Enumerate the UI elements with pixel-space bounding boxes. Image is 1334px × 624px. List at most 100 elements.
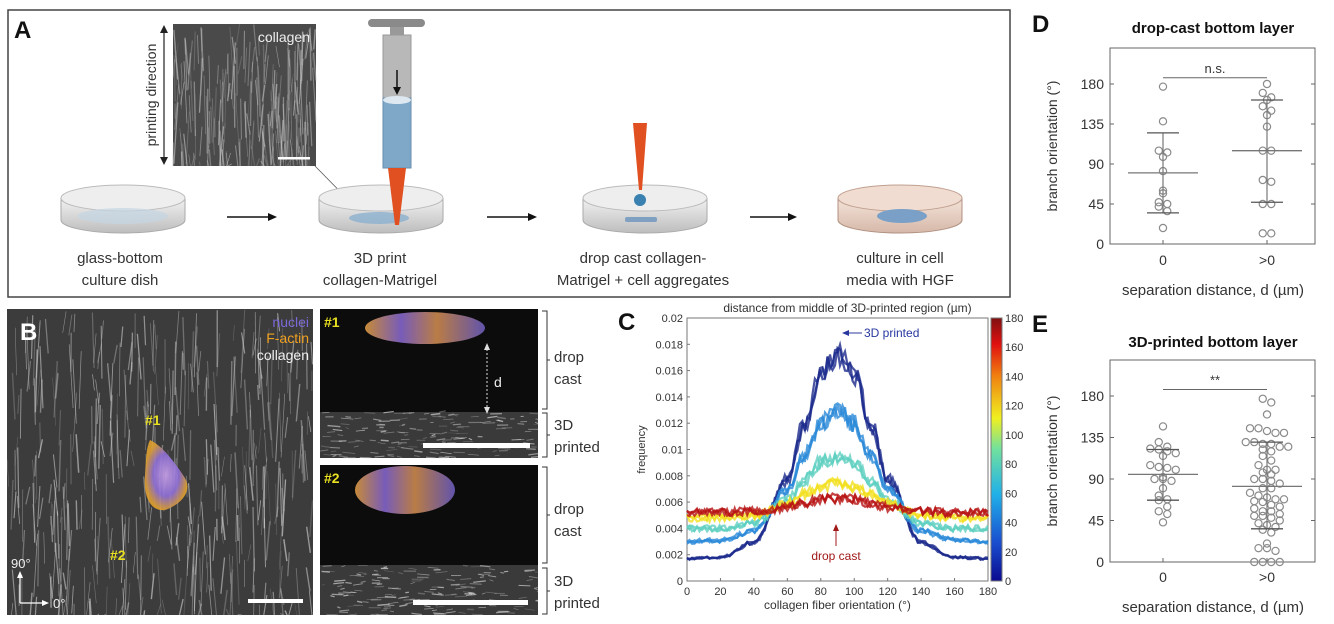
fiber xyxy=(125,602,130,616)
fiber xyxy=(281,479,287,537)
fiber xyxy=(145,401,148,440)
fiber xyxy=(73,313,76,332)
fiber xyxy=(44,318,49,354)
fiber xyxy=(175,536,181,561)
series-line-80 xyxy=(686,449,989,534)
fiber xyxy=(513,608,519,610)
data-point xyxy=(1267,229,1276,238)
fiber xyxy=(304,32,308,60)
fiber xyxy=(345,427,350,430)
data-point xyxy=(1258,88,1267,98)
fiber xyxy=(208,149,212,167)
fiber xyxy=(320,449,329,452)
fiber xyxy=(533,587,538,591)
fiber xyxy=(190,80,194,121)
fiber xyxy=(107,516,111,579)
fiber xyxy=(247,41,251,87)
fiber xyxy=(261,131,266,148)
fiber xyxy=(296,349,299,380)
fiber xyxy=(305,34,310,59)
series-line-40 xyxy=(686,402,989,545)
colorbar-tick-label: 60 xyxy=(1005,488,1017,500)
fiber xyxy=(353,583,363,586)
fiber xyxy=(272,591,276,616)
collagen-inset-label: collagen xyxy=(258,29,310,45)
fiber xyxy=(310,52,314,69)
axis-0-label: 0° xyxy=(53,596,65,611)
y-tick-label: 0 xyxy=(677,576,683,588)
fiber xyxy=(262,466,264,490)
fiber xyxy=(341,417,354,420)
fiber xyxy=(66,500,69,560)
fiber xyxy=(339,609,350,612)
data-point xyxy=(1154,507,1163,516)
fiber xyxy=(182,143,185,167)
fiber xyxy=(298,425,303,469)
fiber xyxy=(272,83,278,123)
chart-title: drop-cast bottom layer xyxy=(1132,20,1295,37)
fiber xyxy=(135,516,139,580)
x-tick-label: >0 xyxy=(1259,252,1275,268)
fiber xyxy=(424,608,434,610)
fiber xyxy=(467,454,479,456)
fiber xyxy=(48,484,52,504)
fiber xyxy=(295,568,300,616)
fiber xyxy=(17,447,20,508)
fiber xyxy=(13,491,17,519)
fiber xyxy=(58,410,62,446)
fiber xyxy=(388,587,401,590)
fiber xyxy=(63,595,67,616)
svg-text:media with HGF: media with HGF xyxy=(846,272,954,289)
fiber xyxy=(39,497,44,520)
plot-area xyxy=(686,317,989,582)
fiber xyxy=(207,127,209,167)
fiber xyxy=(276,96,279,144)
fiber xyxy=(290,340,295,373)
fiber xyxy=(296,99,299,123)
data-point xyxy=(1254,424,1263,433)
fiber xyxy=(308,416,312,433)
fiber xyxy=(253,24,258,62)
data-point xyxy=(1262,543,1272,553)
x-tick-label: 0 xyxy=(1159,252,1167,268)
fiber xyxy=(258,359,263,379)
fiber xyxy=(274,506,279,525)
fiber xyxy=(247,78,252,119)
dish-icon xyxy=(837,184,963,234)
fiber xyxy=(190,542,196,597)
fiber xyxy=(526,447,536,450)
fiber xyxy=(288,372,291,402)
fiber xyxy=(285,107,290,161)
fiber xyxy=(187,516,192,535)
fiber xyxy=(239,496,243,555)
fiber xyxy=(255,465,259,526)
fiber xyxy=(206,160,210,167)
plot-area xyxy=(1109,359,1316,563)
fiber xyxy=(298,43,302,84)
fiber xyxy=(308,101,313,147)
data-point xyxy=(1158,422,1168,431)
fiber xyxy=(281,487,285,512)
fiber xyxy=(535,418,539,421)
fiber xyxy=(143,476,148,521)
x-tick-label: 80 xyxy=(815,586,827,598)
fiber xyxy=(289,139,295,167)
fiber xyxy=(200,58,202,96)
fiber xyxy=(108,527,113,563)
orientation-axes-icon xyxy=(17,571,49,606)
fiber xyxy=(528,576,539,579)
orientation-histogram-chart: distance from middle of 3D-printed regio… xyxy=(636,301,1023,612)
fiber xyxy=(528,453,539,456)
chart-title: 3D-printed bottom layer xyxy=(1128,334,1297,351)
data-point xyxy=(1262,539,1272,548)
data-point xyxy=(1250,557,1259,567)
fiber xyxy=(36,369,41,406)
fiber xyxy=(397,442,402,446)
fiber xyxy=(337,434,344,437)
fiber xyxy=(11,603,14,616)
fiber xyxy=(436,438,446,441)
fiber xyxy=(37,530,40,587)
y-tick-label: 0.006 xyxy=(655,497,683,509)
fiber xyxy=(214,117,216,138)
data-point xyxy=(1258,468,1267,477)
